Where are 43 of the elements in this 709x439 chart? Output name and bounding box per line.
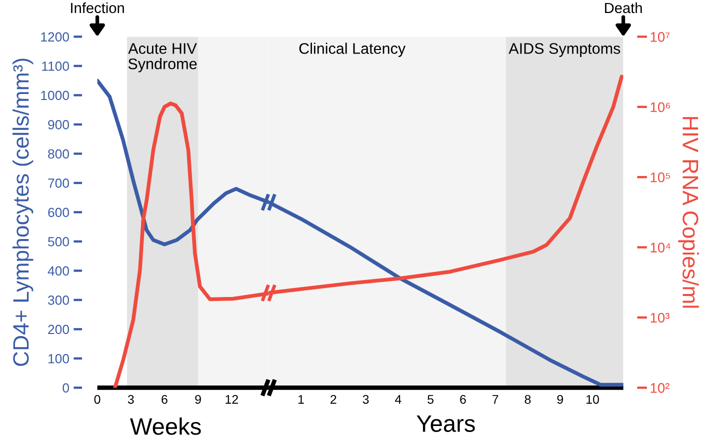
y-tick-label: 900 [48, 120, 70, 130]
y-tick-label: 100 [48, 354, 70, 364]
x-tick-label: 9 [557, 394, 564, 404]
y-tick-label: 0 [62, 383, 70, 393]
x-tick-label: 7 [492, 395, 498, 404]
x-tick-label: 12 [226, 394, 238, 404]
x-tick-label: 8 [524, 394, 531, 404]
x-axis-title: Years [416, 415, 475, 432]
x-tick-label: 10 [586, 394, 599, 404]
y2-tick-label: 10⁷ [650, 32, 670, 42]
x-tick-label: 5 [428, 395, 434, 404]
band-label: Clinical Latency [299, 42, 406, 57]
y-tick-label: 1200 [41, 32, 70, 42]
y2-tick-label: 10⁴ [650, 242, 670, 252]
y-tick-label: 200 [48, 324, 70, 334]
y2-tick-label: 10³ [650, 312, 670, 323]
text: Death [605, 2, 642, 14]
x-tick-label: 1 [298, 395, 304, 404]
x-tick-label: 4 [394, 395, 402, 404]
y-tick-label: 1100 [42, 62, 70, 71]
x-tick-label: 2 [330, 394, 336, 404]
y-tick-label: 800 [48, 149, 70, 159]
y2-tick-label: 10⁵ [650, 172, 670, 182]
band-label: AIDS Symptoms [508, 43, 620, 57]
x-tick-label: 9 [195, 394, 201, 404]
x-tick-label: 3 [128, 394, 134, 404]
text: Infection [71, 2, 124, 14]
y-tick-label: 1000 [41, 90, 70, 100]
x-axis-title: Weeks [130, 418, 201, 435]
y-tick-label: 500 [48, 237, 70, 246]
x-tick-label: 6 [460, 394, 466, 404]
y-tick-label: 700 [48, 178, 70, 188]
x-tick-label: 6 [162, 394, 168, 404]
x-tick-label: 0 [94, 394, 100, 404]
y2-tick-label: 10² [650, 383, 670, 393]
y-tick-label: 600 [48, 208, 70, 218]
y2-axis-title: HIV RNA Copies/ml [678, 117, 699, 308]
y-axis-title: CD4+ Lymphocytes (cells/mm³) [12, 58, 34, 366]
x-tick-label: 3 [362, 394, 369, 404]
y-tick-label: 400 [48, 266, 70, 276]
y2-tick-label: 10⁶ [650, 102, 670, 112]
band-label: Acute HIV Syndrome [128, 43, 197, 72]
y-tick-label: 300 [48, 296, 70, 305]
